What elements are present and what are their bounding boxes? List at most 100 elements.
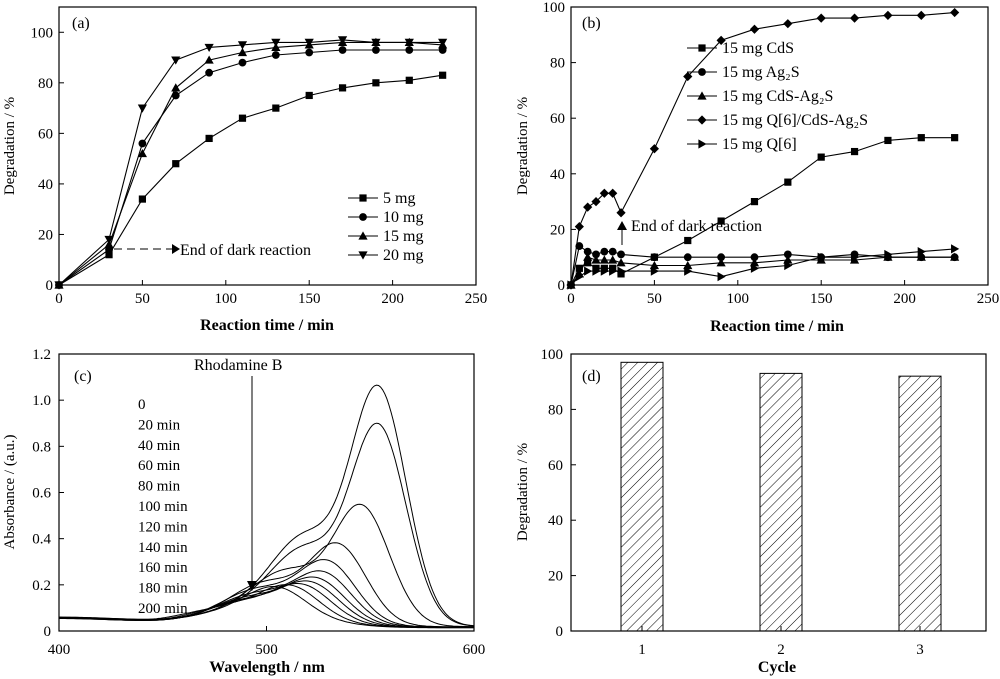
panel-b-legend-marker	[697, 115, 707, 125]
panel-b-data-point	[575, 272, 584, 282]
panel-a-x-axis-title: Reaction time / min	[200, 317, 334, 334]
panel-a-data-point	[337, 36, 348, 45]
panel-a-data-point	[104, 235, 114, 245]
panel-b-data-point	[599, 188, 609, 198]
panel-c-x-tick-label: 500	[255, 642, 278, 658]
panel-d-y-tick-label: 60	[548, 458, 563, 474]
panel-c-y-tick-label: 0.4	[32, 532, 51, 548]
panel-b-annotation-text: End of dark reaction	[631, 218, 762, 235]
panel-c-curve-label: 100 min	[138, 499, 188, 515]
panel-c-x-tick-label: 600	[463, 642, 486, 658]
panel-b-data-point	[616, 208, 626, 218]
panel-d-bar	[898, 375, 942, 632]
panel-c-curve-label: 140 min	[138, 540, 188, 556]
panel-b-legend-label: 15 mg CdS-Ag₂S	[722, 88, 833, 105]
panel-a-data-point	[271, 38, 281, 47]
panel-b-data-point	[749, 24, 760, 34]
panel-a-series-line	[58, 49, 443, 286]
panel-a-label: (a)	[72, 15, 90, 32]
panel-b-data-point	[817, 252, 826, 262]
panel-b-data-point	[574, 222, 584, 232]
panel-a-data-point	[439, 71, 447, 79]
panel-b-data-point	[716, 258, 726, 267]
panel-b-legend-label: 15 mg CdS	[722, 40, 794, 57]
panel-b-data-point	[617, 266, 626, 276]
panel-d-y-tick-label: 0	[556, 624, 564, 640]
panel-a-data-point	[237, 41, 248, 50]
panel-a-data-point	[205, 134, 213, 143]
panel-a-legend-marker	[358, 251, 368, 260]
panel-b-data-point	[683, 260, 693, 270]
panel-a-legend-marker	[359, 213, 367, 221]
panel-a-y-tick-label: 60	[38, 126, 53, 142]
panel-d-x-ticks: 1 2 3	[638, 626, 924, 658]
panel-b-data-point	[599, 255, 609, 264]
panel-a-data-point	[138, 139, 147, 148]
panel-b: (b) 0 50 100 150 200 250 0 20 40 60 80 100 Reactio…	[515, 0, 999, 335]
panel-b-data-point	[717, 217, 725, 225]
panel-a-legend-label: 10 mg	[383, 209, 423, 226]
panel-b-y-tick-label: 0	[558, 278, 566, 294]
panel-a-data-point	[371, 38, 381, 47]
panel-c-label: (c)	[74, 368, 92, 385]
panel-b-data-point	[609, 266, 618, 276]
panel-a-y-tick-label: 80	[38, 76, 53, 92]
panel-c-x-axis-title: Wavelength / nm	[209, 659, 325, 676]
panel-c-arrowhead-icon	[247, 581, 257, 591]
panel-c-annotation-text: Rhodamine B	[194, 357, 282, 374]
panel-a-data-point	[204, 43, 214, 53]
panel-b-y-tick-label: 60	[550, 111, 565, 127]
panel-a: (a) 0 50 100 150 200 250 0 20 40 60 80 100 Reactio…	[2, 6, 487, 334]
panel-b-data-point	[951, 134, 959, 142]
panel-b-marks	[566, 7, 960, 290]
panel-b-data-point	[584, 259, 592, 267]
panel-c-curve-labels: 0 20 min 40 min 60 min 80 min 100 min 120 min 1…	[138, 397, 188, 617]
panel-c-y-tick-label: 0	[44, 624, 52, 640]
panel-c-y-axis-title: Absorbance / (a.u.)	[2, 435, 18, 550]
panel-b-y-tick-label: 40	[550, 167, 565, 183]
panel-a-y-ticks: 0 20 40 60 80 100	[31, 25, 64, 294]
panel-b-data-point	[683, 253, 692, 262]
panel-a-x-tick-label: 100	[215, 291, 238, 307]
panel-b-data-point	[575, 242, 584, 250]
panel-d-y-tick-label: 80	[548, 402, 563, 418]
panel-c-x-ticks: 400 500 600	[48, 626, 486, 658]
panel-b-data-point	[650, 253, 659, 262]
panel-d-bar	[759, 372, 803, 632]
panel-a-annotation-text: End of dark reaction	[180, 242, 311, 259]
panel-a-legend-label: 15 mg	[383, 228, 423, 245]
panel-b-x-tick-label: 250	[977, 291, 1000, 307]
panel-a-y-tick-label: 0	[46, 278, 54, 294]
panel-b-data-point	[850, 147, 859, 156]
panel-b-data-point	[717, 272, 726, 282]
panel-c-y-tick-label: 1.0	[32, 393, 51, 409]
panel-b-legend-marker	[698, 139, 707, 149]
panel-b-data-point	[850, 252, 860, 262]
panel-d-y-ticks: 0 20 40 60 80 100	[541, 347, 576, 640]
panel-b-data-point	[750, 263, 760, 273]
panel-b-data-point	[600, 247, 609, 256]
panel-a-data-point	[105, 251, 113, 259]
panel-b-x-tick-label: 0	[567, 291, 575, 307]
panel-a-data-point	[305, 48, 314, 57]
panel-a-frame	[58, 6, 477, 286]
panel-a-data-point	[171, 91, 180, 100]
panel-c-curve-label: 60 min	[138, 458, 181, 474]
panel-b-data-point	[592, 266, 601, 276]
panel-a-data-point	[405, 46, 414, 54]
panel-a-data-point	[238, 58, 247, 67]
panel-d-x-tick-label: 1	[638, 642, 646, 658]
panel-c-y-tick-label: 0.6	[32, 486, 51, 502]
panel-c-curve-label: 120 min	[138, 519, 188, 535]
panel-b-data-point	[884, 136, 892, 145]
panel-c-spectrum-curve	[59, 542, 474, 628]
panel-d-y-tick-label: 40	[548, 513, 563, 529]
panel-a-data-point	[272, 104, 280, 112]
panel-a-y-axis-title: Degradation / %	[2, 97, 18, 195]
panel-b-data-point	[750, 198, 759, 206]
panel-b-x-tick-label: 150	[810, 291, 833, 307]
panel-d-y-axis-title: Degradation / %	[515, 443, 531, 541]
panel-b-data-point	[575, 264, 583, 272]
panel-d-bar	[620, 361, 664, 632]
panel-b-x-axis-title: Reaction time / min	[710, 318, 844, 335]
